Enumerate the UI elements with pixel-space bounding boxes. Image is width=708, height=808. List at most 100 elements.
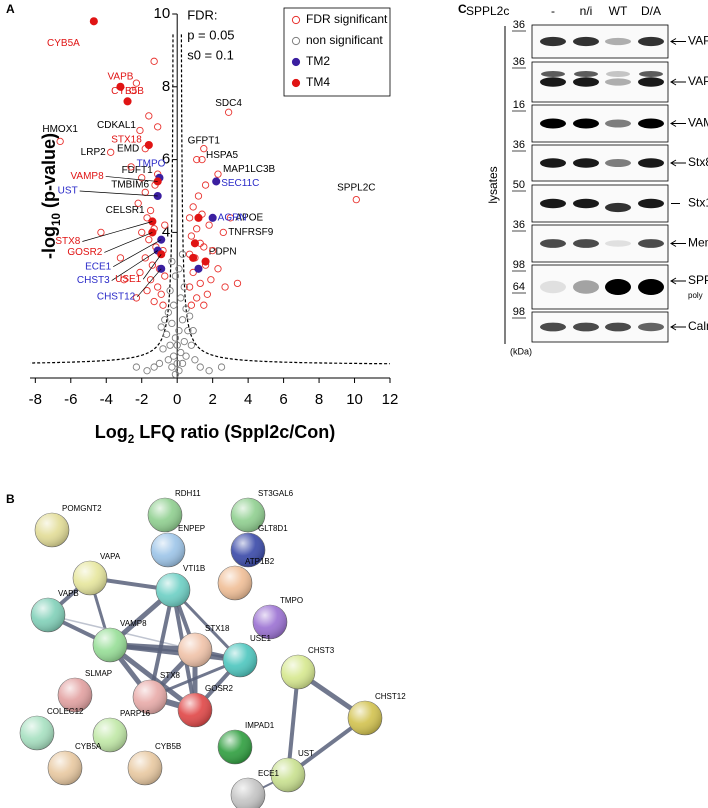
data-point xyxy=(196,363,204,371)
threshold-curve xyxy=(30,34,174,364)
data-point xyxy=(185,283,194,291)
node-gloss xyxy=(20,716,54,750)
point-label: PDPN xyxy=(209,247,237,258)
data-point xyxy=(233,279,242,288)
node-gloss xyxy=(218,730,252,764)
blot-band xyxy=(573,77,599,87)
blot-band xyxy=(573,198,599,209)
data-point xyxy=(168,257,176,266)
blot-band xyxy=(573,239,599,248)
data-point xyxy=(175,367,183,375)
panel-label: B xyxy=(6,492,15,506)
node-label: UST xyxy=(298,749,314,758)
data-point xyxy=(145,236,153,244)
blot-band xyxy=(573,322,599,332)
threshold-curve xyxy=(180,34,390,365)
y-tick-label: 8 xyxy=(162,78,170,95)
point-label: SDC4 xyxy=(215,98,242,109)
data-point xyxy=(136,268,144,277)
x-tick-label: -4 xyxy=(100,391,113,408)
legend-box xyxy=(283,7,391,97)
data-point xyxy=(89,17,98,26)
data-point xyxy=(146,276,155,284)
data-point xyxy=(182,305,190,313)
data-point xyxy=(189,253,198,262)
x-axis-label-post: LFQ ratio (Sppl2c/Con) xyxy=(134,422,335,442)
node-gloss xyxy=(178,693,212,727)
data-point xyxy=(150,363,158,371)
data-point xyxy=(175,327,183,335)
legend-marker xyxy=(291,15,301,25)
panel-label: C xyxy=(458,2,467,16)
node-gloss xyxy=(253,605,287,639)
data-point xyxy=(97,228,105,237)
y-tick-label: 4 xyxy=(162,223,170,240)
data-point xyxy=(146,206,155,215)
node-label: COLEC12 xyxy=(47,707,84,716)
node-gloss xyxy=(133,680,167,714)
data-point xyxy=(171,334,180,342)
band-label: Membrin xyxy=(688,236,708,250)
data-point xyxy=(171,272,180,280)
band-label: VAPA xyxy=(688,34,708,48)
point-label: TMBIM6 xyxy=(111,180,149,191)
data-point xyxy=(217,363,226,371)
data-point xyxy=(214,170,222,178)
node-gloss xyxy=(281,655,315,689)
leader-line xyxy=(136,268,162,298)
band-arrow xyxy=(670,38,686,45)
mw-marker: 50 xyxy=(513,179,525,191)
blot-band xyxy=(606,71,630,77)
legend-label: non significant xyxy=(306,33,383,47)
data-point xyxy=(205,367,213,375)
data-point xyxy=(200,145,208,153)
y-axis-label: -log10 (p-value) xyxy=(39,133,63,259)
data-point xyxy=(138,228,146,237)
lane-label: D/A xyxy=(641,4,661,18)
blot-band xyxy=(638,36,664,47)
node-label: ATP1B2 xyxy=(245,557,275,566)
blot-band xyxy=(540,77,566,87)
point-label: CDKAL1 xyxy=(97,120,136,131)
annotation: FDR: xyxy=(187,7,217,22)
data-point xyxy=(116,254,125,262)
data-point xyxy=(141,254,149,262)
network-edge xyxy=(109,642,241,663)
data-point xyxy=(143,367,151,375)
data-point xyxy=(161,221,169,229)
point-label: LRP2 xyxy=(81,147,106,158)
data-point xyxy=(157,250,166,259)
annotation: s0 = 0.1 xyxy=(187,47,234,62)
data-point xyxy=(214,265,222,273)
node-gloss xyxy=(128,751,162,785)
data-point xyxy=(193,155,201,164)
leader-line xyxy=(104,232,153,253)
node-label: STX18 xyxy=(205,624,230,633)
node-label: ST3GAL6 xyxy=(258,489,294,498)
data-point xyxy=(116,82,125,91)
point-label: AGRN xyxy=(218,212,247,223)
node-gloss xyxy=(58,678,92,712)
data-point xyxy=(185,214,194,222)
data-point xyxy=(154,123,162,131)
node-label: CHST12 xyxy=(375,692,406,701)
data-point xyxy=(134,199,142,207)
data-point xyxy=(200,243,208,251)
mw-marker: 36 xyxy=(513,56,525,68)
blot-band xyxy=(573,118,599,129)
data-point xyxy=(164,308,172,317)
blot-band xyxy=(605,119,631,128)
node-label: STX8 xyxy=(160,671,181,680)
blot-header: SPPL2c xyxy=(466,4,509,18)
blot-band xyxy=(638,158,664,168)
node-gloss xyxy=(178,633,212,667)
blot-band xyxy=(573,158,599,168)
point-label: UST xyxy=(58,186,78,197)
data-point xyxy=(129,86,137,95)
blot-band xyxy=(605,78,631,86)
data-point xyxy=(194,213,203,222)
point-label: VAPB xyxy=(107,71,133,82)
data-point xyxy=(157,290,165,298)
node-label: GOSR2 xyxy=(205,684,234,693)
data-point xyxy=(157,323,165,331)
